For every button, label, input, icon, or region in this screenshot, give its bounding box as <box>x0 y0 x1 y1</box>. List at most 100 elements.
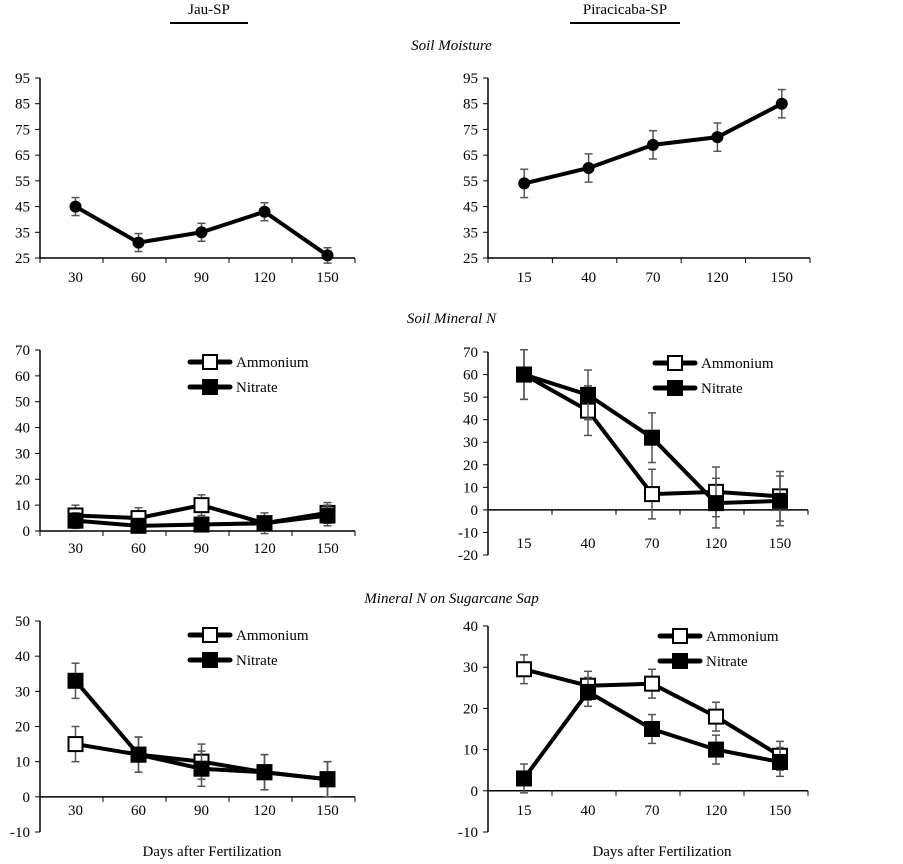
data-point <box>708 708 724 725</box>
data-point <box>772 753 788 770</box>
y-tick-label: 20 <box>15 720 30 736</box>
y-tick-label: 25 <box>463 251 478 267</box>
legend-label: Ammonium <box>706 629 779 645</box>
y-tick-label: 45 <box>15 200 30 216</box>
y-tick-label: 40 <box>463 619 478 635</box>
legend-item-ammonium: Ammonium <box>652 355 774 372</box>
y-tick-label: -10 <box>458 825 478 841</box>
y-tick-label: 30 <box>463 660 478 676</box>
y-tick-label: 30 <box>463 435 478 451</box>
x-tick-label: 150 <box>769 536 792 552</box>
series-nitrate <box>516 348 788 529</box>
panel-1: 25 35 45 55 65 75 85 95 15 40 70 120 150 <box>463 71 811 286</box>
y-tick-label: 60 <box>463 368 478 384</box>
x-tick-label: 120 <box>705 536 728 552</box>
x-tick-label: 40 <box>581 536 596 552</box>
panel-4: -10 0 10 20 30 40 50 30 60 90 120 150 Ammonium Nitrat… <box>10 614 356 841</box>
data-point <box>67 512 84 529</box>
x-tick-label: 60 <box>131 270 146 286</box>
data-point <box>193 497 210 514</box>
y-tick-label: 55 <box>15 174 30 190</box>
data-point <box>772 492 788 509</box>
legend-item-nitrate: Nitrate <box>652 380 743 397</box>
y-tick-label: 50 <box>463 390 478 406</box>
x-tick-label: 60 <box>131 541 146 557</box>
legend-marker <box>202 379 218 395</box>
y-tick-label: 25 <box>15 251 30 267</box>
data-point <box>582 162 595 174</box>
data-point <box>256 764 273 781</box>
data-point <box>516 661 532 678</box>
data-point <box>644 675 660 692</box>
y-tick-label: 40 <box>15 649 30 665</box>
x-tick-label: 120 <box>253 541 276 557</box>
y-tick-label: -20 <box>458 548 478 564</box>
data-point <box>321 249 334 262</box>
data-point <box>580 683 596 700</box>
y-tick-label: -10 <box>10 825 30 841</box>
data-point <box>647 138 659 151</box>
y-tick-label: 45 <box>463 200 478 216</box>
x-tick-label: 30 <box>68 803 83 819</box>
data-point <box>580 386 596 403</box>
y-tick-label: 10 <box>463 743 478 759</box>
legend-label: Nitrate <box>236 380 278 396</box>
x-tick-label: 150 <box>769 803 792 819</box>
x-tick-label: 70 <box>645 536 660 552</box>
x-tick-label: 90 <box>194 270 209 286</box>
x-tick-label: 70 <box>645 803 660 819</box>
y-tick-label: 0 <box>23 790 31 806</box>
data-point <box>708 741 724 758</box>
legend-marker <box>672 653 688 669</box>
row-title-soil-moisture: Soil Moisture <box>411 38 492 54</box>
y-tick-label: 70 <box>463 345 478 361</box>
data-point <box>258 205 271 218</box>
y-tick-label: 10 <box>463 480 478 496</box>
data-point <box>711 131 724 144</box>
legend-marker <box>202 354 218 370</box>
legend-item-ammonium: Ammonium <box>187 627 309 644</box>
data-point <box>132 236 145 249</box>
x-tick-label: 15 <box>517 536 532 552</box>
data-point <box>708 495 724 512</box>
x-axis-title-left: Days after Fertilization <box>142 844 282 860</box>
x-tick-label: 120 <box>705 803 728 819</box>
y-tick-label: 20 <box>463 458 478 474</box>
y-tick-label: 20 <box>463 701 478 717</box>
y-tick-label: 70 <box>15 343 30 359</box>
data-point <box>516 770 532 787</box>
legend-label: Nitrate <box>701 381 743 397</box>
column-header-jau: Jau-SP <box>170 2 248 24</box>
data-point <box>69 200 82 213</box>
y-tick-label: 0 <box>23 524 31 540</box>
data-point <box>319 507 336 524</box>
x-tick-label: 150 <box>316 270 339 286</box>
x-tick-label: 70 <box>646 270 661 286</box>
series-nitrate <box>67 504 336 534</box>
x-tick-label: 30 <box>68 270 83 286</box>
data-point <box>193 516 210 533</box>
y-tick-label: 0 <box>471 784 479 800</box>
x-tick-label: 30 <box>68 541 83 557</box>
y-tick-label: 30 <box>15 446 30 462</box>
y-tick-label: 35 <box>15 225 30 241</box>
legend-marker <box>202 627 218 643</box>
series-nitrate <box>67 662 336 798</box>
data-point <box>644 721 660 737</box>
legend-item-nitrate: Nitrate <box>187 652 278 669</box>
data-point <box>130 517 147 534</box>
data-point <box>67 736 84 753</box>
data-point <box>193 760 210 777</box>
series-values <box>69 196 334 264</box>
column-header-piracicaba: Piracicaba-SP <box>570 2 680 24</box>
x-tick-label: 60 <box>131 803 146 819</box>
y-tick-label: -10 <box>458 525 478 541</box>
y-tick-label: 10 <box>15 498 30 514</box>
x-tick-label: 120 <box>253 803 276 819</box>
y-tick-label: 10 <box>15 755 30 771</box>
x-tick-label: 120 <box>253 270 276 286</box>
y-tick-label: 85 <box>15 97 30 113</box>
legend-item-nitrate: Nitrate <box>187 379 278 396</box>
